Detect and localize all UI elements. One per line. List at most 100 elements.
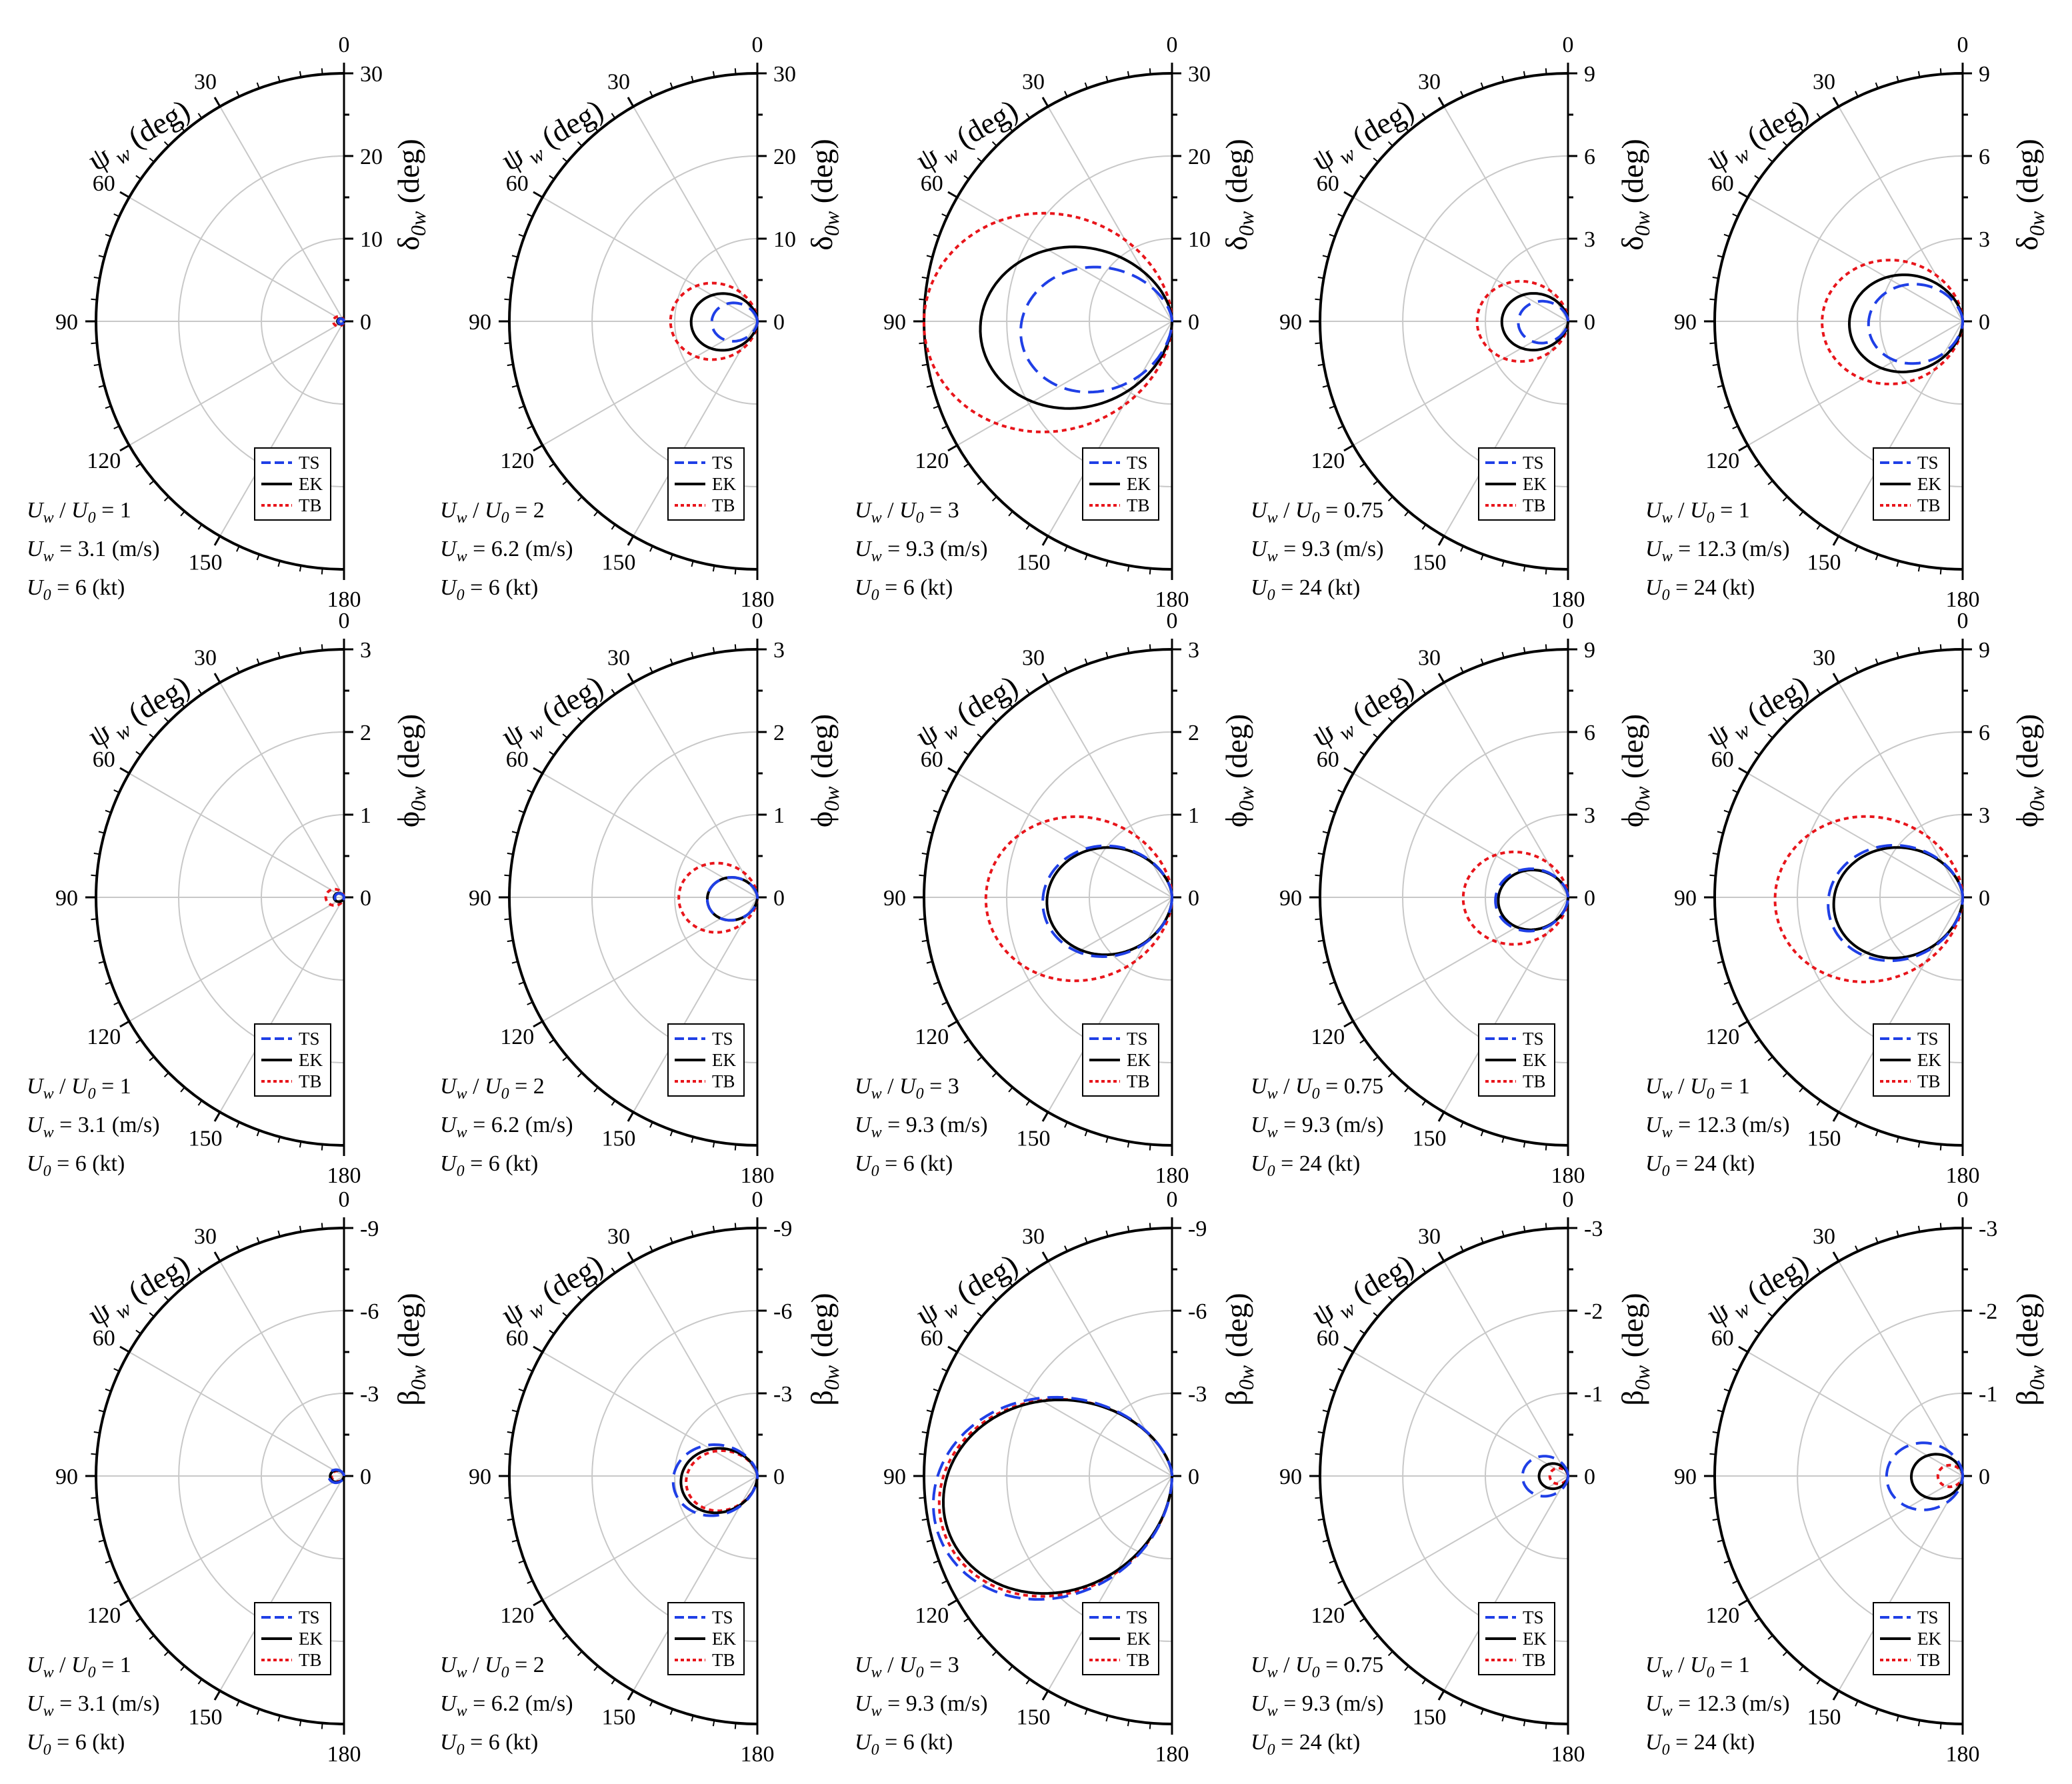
radial-tick-label: 6	[1584, 145, 1595, 169]
angle-tick	[119, 1020, 130, 1028]
angle-tick	[1855, 667, 1859, 673]
angle-tick	[1329, 981, 1335, 985]
radial-tick-label: -3	[773, 1382, 792, 1407]
angle-tick	[1025, 689, 1031, 695]
radial-tick-label: 0	[773, 1465, 785, 1489]
angle-tick	[1343, 767, 1354, 775]
angle-tick	[277, 75, 281, 82]
angle-tick	[734, 1144, 737, 1151]
radial-tick-label: -6	[1188, 1299, 1207, 1324]
angle-tick	[105, 809, 111, 813]
radial-axis-title: δ0w (deg)	[1615, 139, 1654, 251]
grid-spoke	[1747, 197, 1963, 322]
radial-axis-title: ϕ0w (deg)	[1219, 714, 1258, 827]
angle-tick	[213, 1690, 221, 1701]
angle-tick	[119, 1599, 130, 1607]
angle-tick	[562, 733, 568, 739]
angle-tick	[593, 126, 599, 132]
angle-tick	[91, 874, 97, 877]
series-tb-curve	[669, 281, 759, 361]
angle-tick	[1501, 1137, 1505, 1143]
legend-label-tb: TB	[1917, 1650, 1941, 1670]
angle-tick	[991, 496, 997, 502]
grid-spoke	[957, 197, 1173, 322]
angle-tick	[91, 1497, 97, 1499]
angle-tick-label: 150	[1017, 1126, 1051, 1151]
legend-label-ek: EK	[1127, 474, 1151, 494]
angle-tick	[669, 1709, 673, 1715]
angle-tick-label: 30	[1022, 70, 1045, 95]
angle-tick	[98, 255, 105, 258]
angle-tick	[1127, 1141, 1130, 1148]
angle-tick	[197, 1267, 203, 1273]
angle-tick	[669, 658, 673, 665]
legend-label-ts: TS	[1127, 1607, 1148, 1627]
angle-tick	[149, 1312, 155, 1317]
angle-tick	[93, 363, 100, 367]
angle-tick	[507, 276, 513, 279]
radial-axis-title: β0w (deg)	[391, 1293, 430, 1405]
angle-tick	[1767, 1635, 1773, 1640]
angle-tick	[1523, 647, 1526, 653]
angle-tick	[1523, 1225, 1526, 1232]
angle-tick-label: 150	[1807, 550, 1841, 575]
angle-tick-label: 180	[1155, 1163, 1189, 1188]
angle-tick	[712, 647, 715, 653]
angle-tick	[1008, 126, 1013, 132]
angle-tick	[1317, 276, 1324, 279]
angle-tick	[1008, 1281, 1013, 1287]
angle-tick	[1754, 1329, 1760, 1335]
angle-tick	[577, 717, 583, 723]
angle-tick	[1709, 298, 1716, 301]
grid-spoke	[633, 1261, 758, 1477]
series-ek-curve	[1500, 292, 1569, 352]
angle-tick	[1322, 831, 1329, 834]
grid-spoke	[1047, 1261, 1173, 1477]
legend-label-tb: TB	[299, 495, 322, 515]
angle-tick	[1084, 658, 1088, 665]
angle-tick	[1041, 1251, 1049, 1262]
angle-tick	[577, 1072, 583, 1078]
radial-tick-label: 3	[1584, 227, 1595, 252]
legend-label-tb: TB	[1917, 1071, 1941, 1091]
radial-axis-title: ϕ0w (deg)	[2010, 714, 2049, 827]
angle-tick	[533, 1599, 543, 1607]
angle-tick	[1717, 385, 1723, 388]
angle-tick-label: 180	[1551, 1742, 1585, 1767]
angle-tick	[1523, 71, 1526, 77]
angle-tick	[119, 444, 130, 452]
angle-tick-label: 120	[500, 1603, 534, 1628]
angle-tick	[1149, 1223, 1151, 1229]
grid-spoke	[219, 1261, 345, 1477]
angle-tick	[1317, 939, 1324, 943]
radial-tick-label: 10	[1188, 227, 1211, 252]
radial-tick-label: 20	[773, 145, 796, 169]
angle-tick	[977, 480, 983, 485]
angle-tick	[1832, 535, 1840, 546]
angle-axis-title: ψ w (deg)	[495, 669, 611, 758]
legend-label-tb: TB	[1127, 1071, 1150, 1091]
angle-tick	[1782, 141, 1788, 147]
angle-tick	[518, 809, 525, 813]
angle-tick	[1404, 1665, 1409, 1671]
angle-tick	[963, 463, 969, 468]
angle-tick-label: 30	[607, 70, 630, 95]
angle-tick	[518, 233, 525, 237]
angle-tick	[1460, 91, 1464, 97]
angle-tick-label: 90	[55, 310, 78, 335]
angle-tick-label: 90	[469, 886, 491, 911]
radial-tick-label: 6	[1979, 721, 1990, 745]
angle-tick	[321, 1223, 323, 1229]
series-tb-curve	[1475, 279, 1569, 363]
angle-tick	[562, 1635, 568, 1640]
legend-label-tb: TB	[1523, 495, 1546, 515]
angle-tick	[549, 1329, 555, 1335]
angle-tick	[98, 961, 105, 964]
outer-arc	[923, 648, 1173, 1147]
legend-label-ts: TS	[1523, 1029, 1544, 1049]
angle-tick	[1064, 1121, 1068, 1128]
angle-tick	[504, 874, 511, 877]
grid-spoke	[1747, 1475, 1963, 1601]
